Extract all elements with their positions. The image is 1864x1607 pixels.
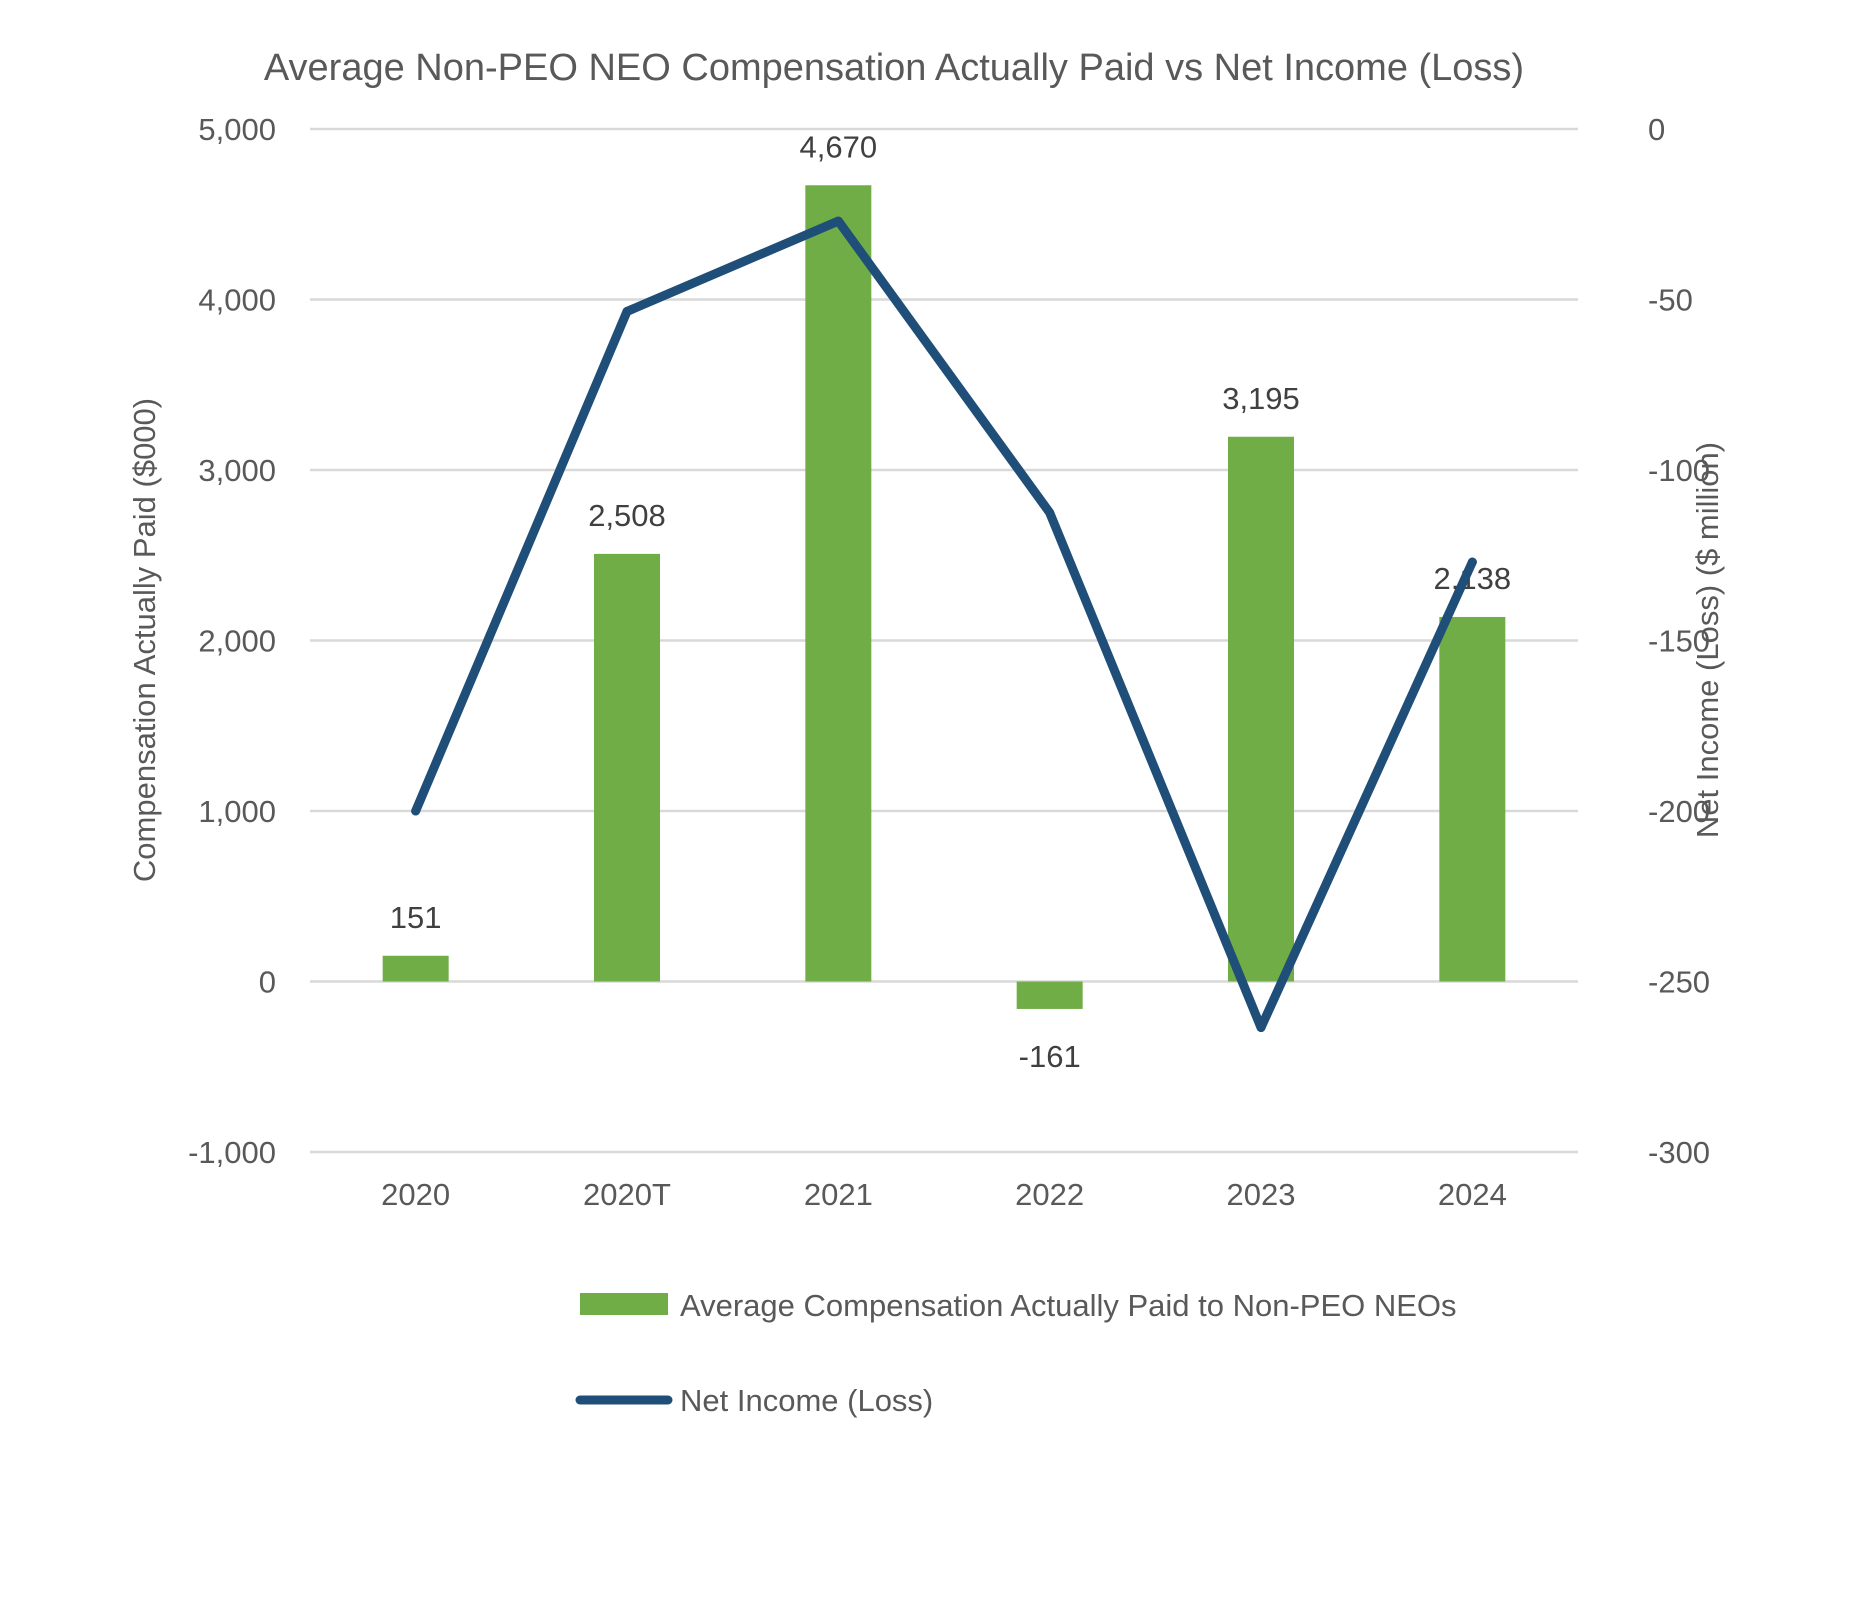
- right-tick-label: -50: [1648, 283, 1693, 318]
- right-tick-label: -300: [1648, 1135, 1710, 1170]
- bar: [382, 955, 449, 982]
- bar-data-label: 151: [390, 900, 442, 935]
- left-tick-label: 3,000: [198, 453, 276, 488]
- gridlines: [310, 127, 1578, 1154]
- bar-data-label: 2,508: [588, 498, 666, 533]
- line-point: [1256, 1023, 1266, 1033]
- left-tick-label: 1,000: [198, 794, 276, 829]
- x-tick-label: 2020: [381, 1177, 450, 1212]
- net-income-line: [411, 216, 1477, 1033]
- bar: [594, 553, 660, 982]
- left-axis-ticks: 5,000 4,000 3,000 2,000 1,000 0 -1,000: [188, 112, 276, 1170]
- left-tick-label: 5,000: [198, 112, 276, 147]
- bar: [1016, 981, 1083, 1009]
- x-tick-label: 2023: [1227, 1177, 1296, 1212]
- right-axis-title: Net Income (Loss) ($ million): [1690, 442, 1725, 838]
- bar-series: [382, 185, 1506, 1009]
- legend: Average Compensation Actually Paid to No…: [575, 1288, 1457, 1418]
- x-tick-label: 2024: [1438, 1177, 1507, 1212]
- legend-line-label: Net Income (Loss): [680, 1383, 933, 1418]
- legend-bar-swatch: [580, 1293, 668, 1315]
- x-tick-label: 2021: [804, 1177, 873, 1212]
- bar: [805, 185, 872, 982]
- bar-data-label: 4,670: [800, 129, 878, 164]
- left-tick-label: 0: [259, 965, 276, 1000]
- right-tick-label: -150: [1648, 624, 1710, 659]
- line-point: [833, 216, 843, 226]
- x-tick-label: 2022: [1015, 1177, 1084, 1212]
- left-tick-label: -1,000: [188, 1135, 276, 1170]
- line-point: [1467, 557, 1477, 567]
- bar-data-label: 3,195: [1222, 381, 1300, 416]
- right-tick-label: -200: [1648, 794, 1710, 829]
- line-point: [1045, 508, 1055, 518]
- bar: [1228, 436, 1294, 982]
- line-point: [411, 806, 421, 816]
- legend-bar-label: Average Compensation Actually Paid to No…: [680, 1288, 1457, 1323]
- bar: [1439, 616, 1506, 982]
- right-tick-label: -100: [1648, 453, 1710, 488]
- x-tick-label: 2020T: [583, 1177, 671, 1212]
- left-tick-label: 2,000: [198, 624, 276, 659]
- line-series: [411, 216, 1477, 1033]
- x-axis-ticks: 2020 2020T 2021 2022 2023 2024: [381, 1177, 1507, 1212]
- right-tick-label: 0: [1648, 112, 1665, 147]
- bar-data-label: -161: [1019, 1039, 1081, 1074]
- left-axis-title: Compensation Actually Paid ($000): [127, 398, 162, 882]
- line-point: [622, 306, 632, 316]
- chart-title: Average Non-PEO NEO Compensation Actuall…: [264, 47, 1524, 89]
- left-tick-label: 4,000: [198, 283, 276, 318]
- right-tick-label: -250: [1648, 965, 1710, 1000]
- right-axis-ticks: 0 -50 -100 -150 -200 -250 -300: [1648, 112, 1710, 1170]
